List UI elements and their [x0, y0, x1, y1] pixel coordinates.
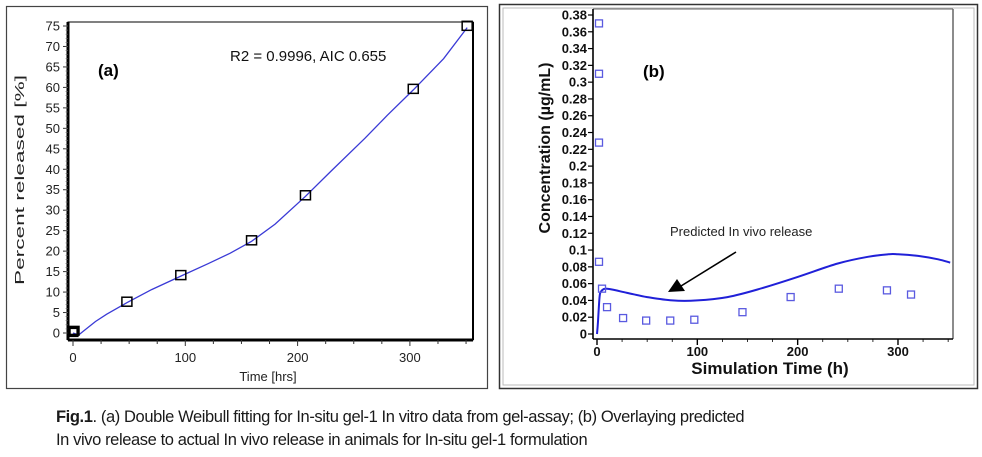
y-tick-label-a: 60 — [46, 80, 60, 95]
caption-line-2: In vivo release to actual In vivo releas… — [56, 431, 588, 449]
data-point-a — [245, 235, 258, 246]
y-tick-label-b: 0.34 — [562, 41, 588, 56]
figure-caption: Fig.1. (a) Double Weibull fitting for In… — [56, 406, 976, 452]
data-point-a — [68, 325, 80, 336]
data-point-a — [121, 296, 133, 307]
y-tick-label-b: 0.12 — [562, 226, 587, 241]
y-tick-label-b: 0.28 — [562, 91, 587, 106]
data-point-b — [602, 302, 612, 312]
y-tick-label-b: 0.18 — [562, 175, 587, 190]
data-point-a — [407, 83, 420, 95]
data-point-b — [666, 316, 675, 325]
x-tick-label-b: 0 — [593, 344, 600, 359]
y-axis-label-a: Percent released [%] — [12, 75, 27, 285]
fit-statistics-annotation: R2 = 0.9996, AIC 0.655 — [230, 48, 386, 65]
panel-b-frame — [498, 3, 979, 390]
y-tick-label-a: 25 — [46, 223, 60, 238]
data-point-b — [594, 138, 604, 147]
data-point-b — [786, 292, 795, 302]
y-tick-label-b: 0.22 — [562, 142, 587, 157]
data-point-b — [594, 257, 604, 266]
y-tick-label-b: 0.06 — [562, 276, 587, 291]
panel-a: 0 5 10 15 20 25 30 35 40 45 50 55 60 65 70 75 0 100 200 300… — [12, 19, 474, 384]
data-point-a — [175, 269, 187, 281]
x-tick-label-b: 100 — [686, 344, 708, 359]
data-point-b — [906, 290, 916, 299]
annotation-arrowhead — [668, 279, 685, 292]
fit-line-a — [72, 27, 468, 336]
x-tick-label-a: 200 — [287, 350, 309, 365]
y-tick-label-a: 0 — [53, 326, 60, 341]
data-point-b — [594, 69, 604, 78]
y-tick-label-b: 0.04 — [562, 293, 588, 308]
x-tick-label-b: 300 — [887, 344, 909, 359]
data-point-a — [299, 190, 312, 201]
data-point-a — [67, 326, 79, 338]
y-tick-label-a: 10 — [46, 285, 60, 300]
y-tick-label-a: 50 — [46, 121, 60, 136]
y-tick-label-a: 30 — [46, 203, 60, 218]
y-tick-label-a: 20 — [46, 244, 60, 259]
y-tick-label-a: 55 — [46, 100, 60, 115]
data-point-a — [461, 20, 473, 32]
data-point-b — [597, 284, 607, 293]
y-tick-label-b: 0.32 — [562, 58, 587, 73]
y-tick-label-a: 40 — [46, 162, 60, 177]
y-tick-label-b: 0.1 — [569, 243, 587, 258]
x-axis-label-b: Simulation Time (h) — [691, 359, 848, 378]
y-tick-label-b: 0.14 — [562, 209, 588, 224]
data-point-b — [642, 316, 651, 325]
data-point-b — [618, 313, 628, 323]
y-tick-label-b: 0.38 — [562, 8, 587, 23]
panel-label-b: (b) — [643, 62, 665, 81]
panel-b-inner-frame — [502, 7, 975, 386]
y-tick-label-b: 0.16 — [562, 192, 587, 207]
y-axis-label-b: Concentration (µg/mL) — [537, 63, 554, 234]
data-point-b — [882, 286, 892, 295]
y-tick-label-a: 75 — [46, 19, 60, 34]
y-tick-label-b: 0.36 — [562, 24, 587, 39]
y-tick-label-b: 0 — [580, 327, 587, 342]
x-tick-label-a: 300 — [399, 350, 421, 365]
data-point-b — [594, 19, 604, 28]
caption-text-1: . (a) Double Weibull fitting for In-situ… — [92, 408, 745, 426]
panel-label-a: (a) — [98, 61, 119, 80]
panel-b: 0 0.02 0.04 0.06 0.080.1 0.12 0.14 0.16 0.180.2 0… — [537, 8, 954, 378]
y-tick-label-b: 0.08 — [562, 259, 587, 274]
y-tick-label-b: 0.24 — [562, 125, 588, 140]
y-tick-label-a: 5 — [53, 305, 60, 320]
annotation-arrow-line — [680, 251, 737, 287]
prediction-annotation: Predicted In vivo release — [670, 224, 812, 239]
data-point-b — [834, 284, 843, 293]
y-tick-label-b: 0.02 — [562, 310, 587, 325]
y-tick-label-b: 0.3 — [569, 75, 587, 90]
x-tick-label-a: 100 — [174, 350, 196, 365]
x-axis-label-a: Time [hrs] — [239, 369, 296, 384]
y-tick-label-a: 45 — [46, 141, 60, 156]
y-tick-label-a: 70 — [46, 39, 60, 54]
plot-area-a — [67, 21, 474, 341]
y-tick-label-b: 0.2 — [569, 159, 587, 174]
caption-line-1: Fig.1. (a) Double Weibull fitting for In… — [56, 406, 976, 429]
y-tick-label-a: 65 — [46, 59, 60, 74]
y-tick-label-a: 15 — [46, 264, 60, 279]
y-tick-label-b: 0.26 — [562, 108, 587, 123]
y-tick-label-a: 35 — [46, 182, 60, 197]
x-tick-label-a: 0 — [69, 350, 76, 365]
data-point-b — [690, 315, 699, 324]
x-tick-label-b: 200 — [787, 344, 809, 359]
caption-fig-label: Fig.1 — [56, 408, 93, 426]
data-point-b — [738, 308, 747, 317]
